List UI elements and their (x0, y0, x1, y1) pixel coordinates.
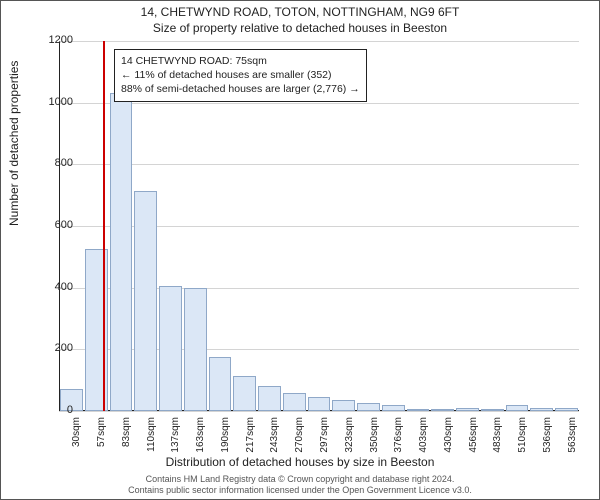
footer-line2: Contains public sector information licen… (1, 485, 599, 496)
y-tick-label: 800 (33, 157, 73, 169)
annotation-line1: 14 CHETWYND ROAD: 75sqm (121, 54, 360, 68)
y-tick-label: 1000 (33, 96, 73, 108)
y-tick-label: 600 (33, 219, 73, 231)
histogram-bar (308, 397, 331, 411)
y-tick-label: 0 (33, 404, 73, 416)
histogram-bar (530, 408, 553, 411)
histogram-bar (332, 400, 355, 411)
grid-line (59, 411, 579, 412)
footer-attribution: Contains HM Land Registry data © Crown c… (1, 474, 599, 497)
plot-area: 14 CHETWYND ROAD: 75sqm ← 11% of detache… (59, 41, 579, 411)
histogram-bar (159, 286, 182, 411)
property-marker-line (103, 41, 105, 411)
y-axis-title: Number of detached properties (7, 61, 21, 226)
x-axis-title: Distribution of detached houses by size … (1, 455, 599, 469)
histogram-bar (506, 405, 529, 411)
histogram-bar (233, 376, 256, 411)
histogram-bar (134, 191, 157, 411)
histogram-bar (431, 409, 454, 411)
histogram-bar (258, 386, 281, 411)
footer-line1: Contains HM Land Registry data © Crown c… (1, 474, 599, 485)
annotation-line3: 88% of semi-detached houses are larger (… (121, 82, 360, 96)
annotation-box: 14 CHETWYND ROAD: 75sqm ← 11% of detache… (114, 49, 367, 102)
histogram-bar (110, 93, 133, 411)
histogram-bar (382, 405, 405, 411)
histogram-bar (209, 357, 232, 411)
histogram-bar (456, 408, 479, 411)
chart-title-line2: Size of property relative to detached ho… (1, 21, 599, 35)
histogram-bar (283, 393, 306, 412)
chart-title-line1: 14, CHETWYND ROAD, TOTON, NOTTINGHAM, NG… (1, 5, 599, 19)
y-tick-label: 1200 (33, 34, 73, 46)
histogram-bar (184, 288, 207, 411)
y-tick-label: 400 (33, 281, 73, 293)
y-tick-label: 200 (33, 342, 73, 354)
histogram-bar (481, 409, 504, 411)
histogram-bar (357, 403, 380, 411)
annotation-line2: ← 11% of detached houses are smaller (35… (121, 68, 360, 82)
histogram-bar (407, 409, 430, 411)
histogram-bar (555, 408, 578, 411)
chart-container: 14, CHETWYND ROAD, TOTON, NOTTINGHAM, NG… (0, 0, 600, 500)
